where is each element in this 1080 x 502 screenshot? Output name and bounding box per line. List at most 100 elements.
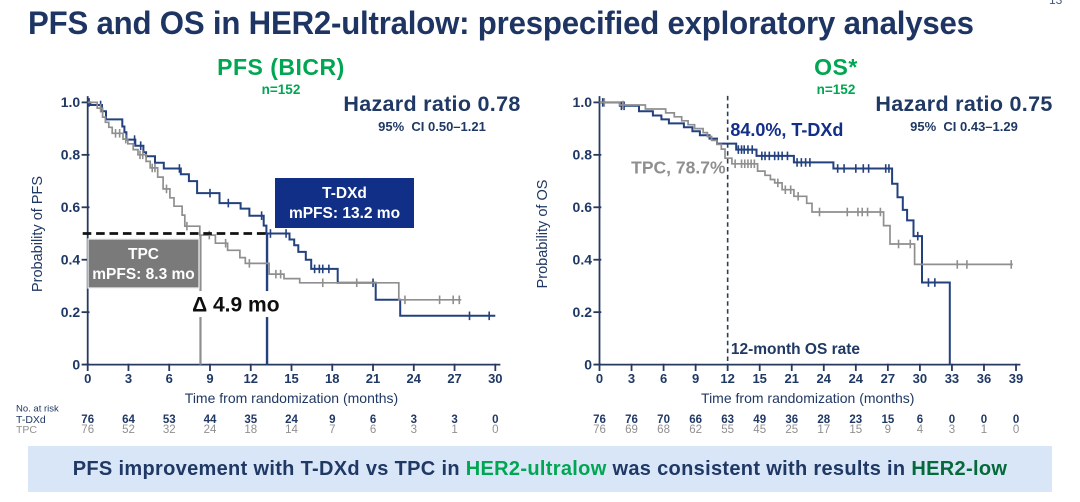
- x-tick-label: 24: [407, 371, 422, 386]
- delta-annotation: Δ 4.9 mo: [186, 291, 285, 318]
- at-risk-value: 3: [451, 414, 457, 426]
- at-risk-value: 24: [285, 414, 298, 426]
- y-tick-label: 0.8: [573, 147, 593, 163]
- at-risk-value: 76: [593, 424, 606, 436]
- y-tick-label: 1.0: [573, 94, 593, 110]
- y-tick-label: 0.2: [61, 304, 81, 320]
- os-hazard-ratio: Hazard ratio 0.75: [875, 92, 1053, 116]
- km-curve-T-DXd: [87, 101, 496, 317]
- y-tick-label: 0: [72, 356, 80, 372]
- x-tick-label: 27: [881, 371, 895, 386]
- y-tick-label: 0.4: [61, 252, 81, 268]
- at-risk-table: 76 76 70 66 63 49 36 28 23 15 6 0 0 076 69 68 62 55 45 25 17…: [593, 414, 1019, 436]
- x-tick-label: 36: [977, 371, 991, 386]
- tpc-os-rate-label: TPC, 78.7%: [631, 158, 726, 178]
- at-risk-heading: No. at risk: [16, 404, 59, 415]
- axes: [81, 96, 501, 372]
- x-tick-label: 3: [125, 371, 132, 386]
- at-risk-value: 66: [689, 414, 702, 426]
- at-risk-value: 35: [244, 414, 257, 426]
- x-tick-label: 24: [849, 371, 864, 386]
- at-risk-value: 0: [1013, 424, 1019, 436]
- slide-title: PFS and OS in HER2-ultralow: prespecifie…: [28, 5, 974, 41]
- x-tick-label: 39: [1009, 371, 1023, 386]
- y-tick-label: 0.6: [61, 199, 81, 215]
- x-axis-title: Time from randomization (months): [701, 390, 914, 406]
- y-axis-title: Probability of PFS: [30, 176, 46, 292]
- at-risk-value: 25: [785, 424, 798, 436]
- x-axis-title: Time from randomization (months): [185, 390, 398, 406]
- at-risk-value: 7: [329, 424, 335, 436]
- at-risk-value: 55: [721, 424, 734, 436]
- at-risk-value: 70: [657, 414, 670, 426]
- twelve-month-os-rate-label: 12-month OS rate: [731, 341, 861, 358]
- x-tick-label: 6: [166, 371, 173, 386]
- at-risk-value: 69: [625, 424, 638, 436]
- x-tick-label: 30: [488, 371, 502, 386]
- at-risk-value: 68: [657, 424, 670, 436]
- at-risk-value: 17: [817, 424, 830, 436]
- at-risk-value: 76: [81, 414, 94, 426]
- at-risk-value: 36: [785, 414, 798, 426]
- at-risk-value: 1: [981, 424, 987, 436]
- x-tick-label: 6: [660, 371, 667, 386]
- y-tick-label: 0.4: [573, 252, 593, 268]
- os-ci: 95% CI 0.43–1.29: [910, 119, 1018, 134]
- censor-marks-TPC: [603, 98, 1013, 269]
- at-risk-row-label: T-DXd: [16, 414, 46, 426]
- at-risk-value: 3: [411, 414, 417, 426]
- at-risk-value: 49: [753, 414, 766, 426]
- at-risk-value: 4: [917, 424, 924, 436]
- at-risk-value: 18: [244, 424, 257, 436]
- banner-text-part: HER2-ultralow: [465, 458, 607, 480]
- at-risk-value: 9: [329, 414, 335, 426]
- y-tick-label: 0.6: [573, 199, 593, 215]
- at-risk-value: 45: [753, 424, 766, 436]
- page-number: 13: [1049, 0, 1063, 7]
- x-tick-label: 21: [785, 371, 799, 386]
- at-risk-value: 0: [1013, 414, 1019, 426]
- y-tick-label: 0: [584, 356, 592, 372]
- x-tick-label: 24: [817, 371, 832, 386]
- label-box-rect: [275, 178, 414, 228]
- pfs-ci: 95% CI 0.50–1.21: [378, 119, 486, 134]
- pfs-hazard-ratio: Hazard ratio 0.78: [343, 92, 521, 116]
- os-chart-title: OS*: [814, 54, 858, 80]
- km-curve-T-DXd: [599, 101, 951, 365]
- at-risk-value: 44: [204, 414, 217, 426]
- at-risk-value: 15: [849, 424, 862, 436]
- x-tick-label: 0: [596, 371, 603, 386]
- at-risk-value: 52: [122, 424, 135, 436]
- at-risk-row-label: TPC: [16, 424, 37, 436]
- delta-annotation-bg: [186, 291, 285, 318]
- at-risk-value: 28: [817, 414, 830, 426]
- label-box-T-DXd: T-DXd mPFS: 13.2 mo: [275, 178, 414, 228]
- conclusion-banner: PFS improvement with T-DXd vs TPC in HER…: [28, 446, 1052, 492]
- at-risk-value: 0: [949, 414, 955, 426]
- label-box-line2: mPFS: 13.2 mo: [289, 205, 400, 222]
- at-risk-value: 0: [981, 414, 987, 426]
- at-risk-value: 62: [689, 424, 702, 436]
- x-tick-label: 12: [720, 371, 734, 386]
- at-risk-value: 0: [492, 414, 498, 426]
- tick-labels: 0 3 6 9 12 15 18 21 24 27 30 0 0.2 0.4 0.6 0.8 1.0: [61, 94, 503, 386]
- x-tick-label: 21: [366, 371, 380, 386]
- label-box-line1: TPC: [128, 246, 159, 263]
- at-risk-value: 1: [451, 424, 457, 436]
- at-risk-value: 23: [849, 414, 862, 426]
- at-risk-value: 53: [163, 414, 176, 426]
- at-risk-value: 14: [285, 424, 298, 436]
- at-risk-value: 3: [949, 424, 955, 436]
- x-tick-label: 0: [84, 371, 91, 386]
- at-risk-value: 6: [370, 424, 376, 436]
- x-tick-label: 9: [692, 371, 699, 386]
- banner-text-part: PFS improvement with T-DXd vs TPC in: [72, 458, 466, 480]
- x-tick-label: 27: [447, 371, 461, 386]
- km-curve-TPC: [599, 101, 1013, 266]
- y-axis-title: Probability of OS: [535, 180, 551, 289]
- banner-text-part: was consistent with results in: [606, 458, 912, 480]
- at-risk-value: 0: [492, 424, 498, 436]
- at-risk-value: 76: [81, 424, 94, 436]
- label-box-rect: [87, 238, 200, 289]
